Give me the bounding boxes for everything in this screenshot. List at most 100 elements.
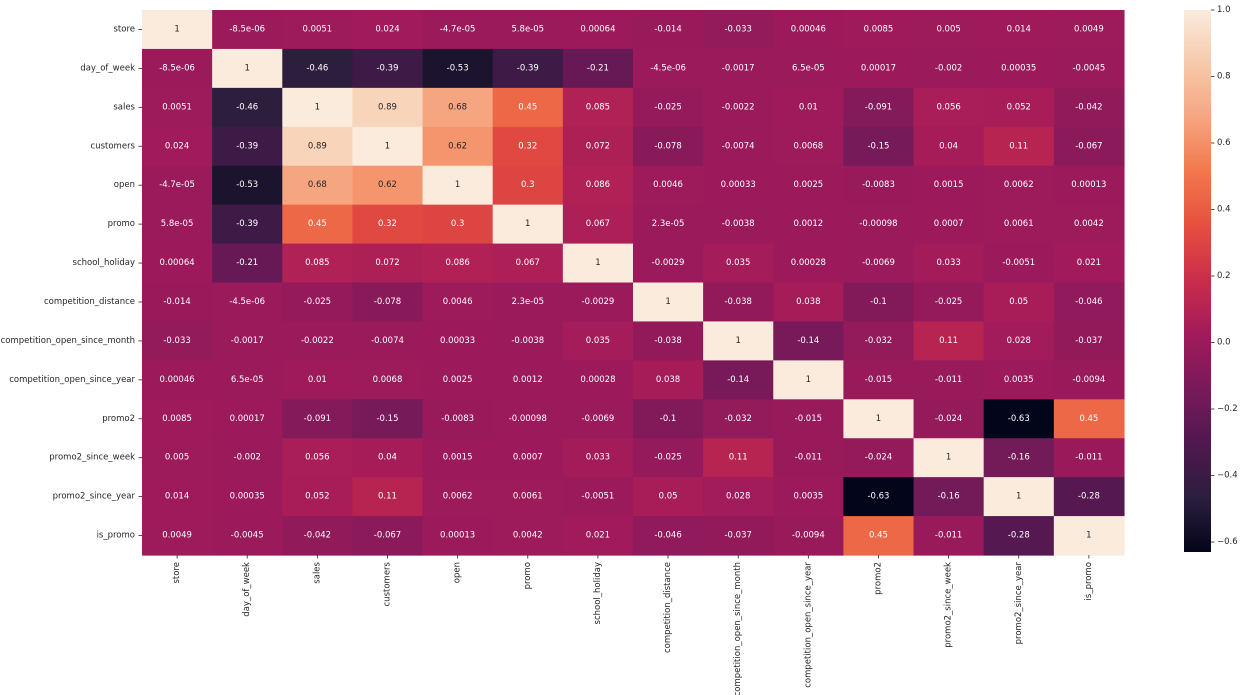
heatmap-cell xyxy=(422,321,494,361)
cell-value-label: 1 xyxy=(525,219,530,229)
cell-value-label: -0.046 xyxy=(1075,297,1102,307)
cell-value-label: 0.04 xyxy=(939,141,958,151)
cell-value-label: -0.025 xyxy=(654,453,681,463)
heatmap-cell xyxy=(773,399,844,439)
cell-value-label: 0.00017 xyxy=(861,63,896,73)
cell-value-label: 0.00013 xyxy=(440,531,475,541)
cell-value-label: 0.0061 xyxy=(513,492,543,502)
heatmap-cell xyxy=(282,477,354,517)
cell-value-label: 0.085 xyxy=(586,102,610,112)
heatmap-cell xyxy=(843,48,915,89)
heatmap-cell xyxy=(562,399,634,439)
cell-value-label: 0.0025 xyxy=(443,375,473,385)
heatmap-cell xyxy=(422,165,494,206)
cell-value-label: -0.0094 xyxy=(1072,375,1105,385)
heatmap-cell xyxy=(422,438,494,478)
cell-value-label: 0.0051 xyxy=(162,102,192,112)
y-tick-label: competition_distance xyxy=(44,297,135,307)
heatmap-cell xyxy=(773,10,844,50)
heatmap-cell xyxy=(1053,360,1125,400)
x-tick-label: competition_distance xyxy=(663,562,673,653)
cell-value-label: 2.3e-05 xyxy=(652,219,685,229)
cell-value-label: -0.0083 xyxy=(862,180,895,190)
heatmap-cell xyxy=(703,516,774,556)
heatmap-cell xyxy=(492,126,564,167)
cell-value-label: 0.0068 xyxy=(373,375,403,385)
heatmap-cell xyxy=(212,360,283,400)
cell-value-label: 0.00033 xyxy=(440,336,475,346)
cell-value-label: -0.002 xyxy=(234,453,261,463)
heatmap-cell xyxy=(142,477,213,517)
heatmap-cell xyxy=(352,87,424,128)
cell-value-label: 0.11 xyxy=(939,336,958,346)
cell-value-label: 0.028 xyxy=(726,492,750,502)
heatmap-cell xyxy=(562,438,634,478)
cell-value-label: 5.8e-05 xyxy=(161,219,194,229)
cell-value-label: 0.01 xyxy=(308,375,327,385)
cell-value-label: -0.1 xyxy=(660,414,677,424)
heatmap-cell xyxy=(773,165,844,206)
heatmap-cell xyxy=(913,204,985,245)
heatmap-cell xyxy=(352,321,424,361)
cell-value-label: 0.3 xyxy=(521,180,535,190)
cell-value-label: 0.0062 xyxy=(443,492,473,502)
cell-value-label: 5.8e-05 xyxy=(511,24,544,34)
heatmap-cell xyxy=(632,438,704,478)
heatmap-cell xyxy=(843,282,915,323)
x-axis: store day_of_week sales customers open promo s… xyxy=(172,555,1094,695)
heatmap-cell xyxy=(212,87,283,128)
cell-value-label: 0.0046 xyxy=(443,297,473,307)
heatmap-cell xyxy=(352,204,424,245)
heatmap-cell xyxy=(282,438,354,478)
cell-value-label: -0.28 xyxy=(1078,492,1100,502)
cell-value-label: -0.038 xyxy=(654,336,681,346)
heatmap-cell xyxy=(913,126,985,167)
cell-value-label: 0.0068 xyxy=(793,141,823,151)
heatmap-cell xyxy=(703,477,774,517)
cell-value-label: 0.0007 xyxy=(934,219,964,229)
heatmap-cell xyxy=(703,360,774,400)
cell-value-label: 0.052 xyxy=(1007,102,1031,112)
heatmap-cell xyxy=(1053,10,1125,50)
y-tick-label: sales xyxy=(113,102,135,112)
heatmap-cell xyxy=(773,360,844,400)
cell-value-label: -0.046 xyxy=(654,531,681,541)
heatmap-cell xyxy=(703,10,774,50)
cell-value-label: -0.025 xyxy=(654,102,681,112)
x-tick-label: promo2 xyxy=(873,562,883,595)
cell-value-label: -0.038 xyxy=(724,297,751,307)
colorbar-tick-label: 0.6 xyxy=(1217,138,1231,148)
heatmap-cell xyxy=(422,516,494,556)
heatmap-cell xyxy=(1053,477,1125,517)
heatmap-cell xyxy=(913,477,985,517)
heatmap-cell xyxy=(562,87,634,128)
heatmap-cell xyxy=(562,477,634,517)
cell-value-label: -0.0029 xyxy=(652,258,685,268)
heatmap-cell xyxy=(773,438,844,478)
cell-value-label: -0.0074 xyxy=(371,336,404,346)
heatmap-cell xyxy=(773,243,844,284)
heatmap-cell xyxy=(492,243,564,284)
cell-value-label: 0.0035 xyxy=(1004,375,1034,385)
x-tick-label: school_holiday xyxy=(593,562,603,624)
cell-value-label: -0.0029 xyxy=(582,297,615,307)
cell-value-label: -0.078 xyxy=(374,297,401,307)
heatmap-cell xyxy=(422,126,494,167)
cell-value-label: -0.0051 xyxy=(1002,258,1035,268)
cell-value-label: 0.005 xyxy=(165,453,189,463)
cell-value-label: 0.00064 xyxy=(159,258,194,268)
heatmap-cell xyxy=(913,399,985,439)
cell-value-label: -0.0069 xyxy=(862,258,895,268)
heatmap-cell xyxy=(632,282,704,323)
cell-value-label: 0.45 xyxy=(1079,414,1098,424)
heatmap-cell xyxy=(212,399,283,439)
y-tick-label: promo xyxy=(108,219,135,229)
heatmap-cell xyxy=(1053,87,1125,128)
cell-value-label: 0.033 xyxy=(586,453,610,463)
heatmap-cell xyxy=(492,321,564,361)
heatmap-cell xyxy=(562,10,634,50)
heatmap-cell xyxy=(843,165,915,206)
x-tick-label: promo2_since_year xyxy=(1014,562,1024,645)
cell-value-label: 0.0049 xyxy=(1074,24,1104,34)
cell-value-label: 0.024 xyxy=(165,141,189,151)
